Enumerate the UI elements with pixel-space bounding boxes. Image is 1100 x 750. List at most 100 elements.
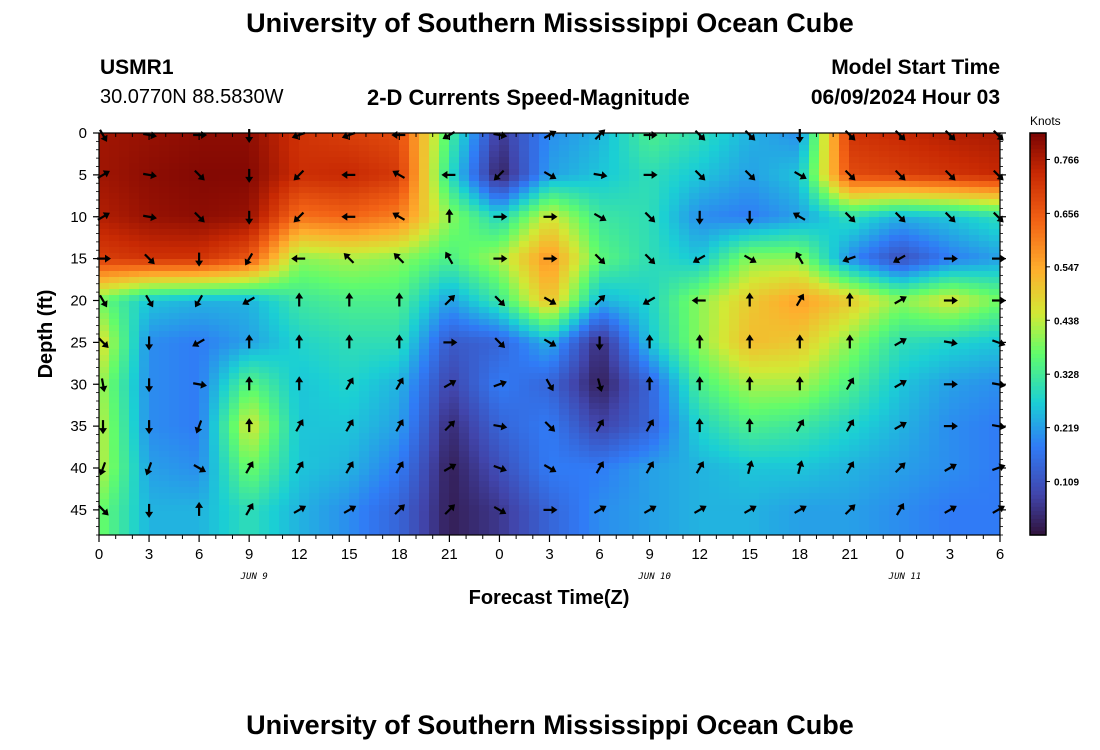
heatmap-cell (339, 229, 350, 236)
heatmap-cell (329, 151, 340, 158)
heatmap-cell (549, 289, 560, 296)
heatmap-cell (679, 433, 690, 440)
heatmap-cell (869, 145, 880, 152)
heatmap-cell (489, 139, 500, 146)
heatmap-cell (819, 445, 830, 452)
heatmap-cell (179, 325, 190, 332)
heatmap-cell (619, 283, 630, 290)
heatmap-cell (599, 277, 610, 284)
heatmap-cell (349, 355, 360, 362)
heatmap-cell (379, 355, 390, 362)
heatmap-cell (979, 409, 990, 416)
heatmap-cell (489, 289, 500, 296)
heatmap-cell (719, 271, 730, 278)
heatmap-cell (559, 415, 570, 422)
heatmap-cell (209, 343, 220, 350)
heatmap-cell (709, 361, 720, 368)
heatmap-cell (879, 415, 890, 422)
heatmap-cell (979, 349, 990, 356)
heatmap-cell (389, 385, 400, 392)
heatmap-cell (619, 445, 630, 452)
heatmap-cell (399, 343, 410, 350)
heatmap-cell (479, 283, 490, 290)
heatmap-cell (439, 139, 450, 146)
heatmap-cell (789, 205, 800, 212)
heatmap-cell (439, 295, 450, 302)
heatmap-cell (249, 169, 260, 176)
heatmap-cell (189, 277, 200, 284)
heatmap-cell (859, 259, 870, 266)
heatmap-cell (329, 457, 340, 464)
heatmap-cell (809, 385, 820, 392)
heatmap-cell (789, 133, 800, 140)
heatmap-cell (669, 343, 680, 350)
heatmap-cell (359, 139, 370, 146)
heatmap-cell (489, 355, 500, 362)
heatmap-cell (419, 217, 430, 224)
heatmap-cell (429, 367, 440, 374)
heatmap-cell (439, 307, 450, 314)
heatmap-cell (439, 283, 450, 290)
heatmap-cell (419, 139, 430, 146)
heatmap-cell (529, 373, 540, 380)
heatmap-cell (769, 175, 780, 182)
heatmap-cell (349, 211, 360, 218)
heatmap-cell (589, 187, 600, 194)
heatmap-cell (249, 301, 260, 308)
heatmap-cell (769, 259, 780, 266)
heatmap-cell (509, 133, 520, 140)
heatmap-cell (539, 319, 550, 326)
heatmap-cell (149, 145, 160, 152)
heatmap-cell (199, 313, 210, 320)
heatmap-cell (279, 367, 290, 374)
heatmap-cell (549, 211, 560, 218)
heatmap-cell (579, 259, 590, 266)
heatmap-cell (599, 313, 610, 320)
heatmap-cell (709, 175, 720, 182)
heatmap-cell (669, 397, 680, 404)
heatmap-cell (779, 211, 790, 218)
heatmap-cell (619, 391, 630, 398)
heatmap-cell (589, 433, 600, 440)
heatmap-cell (559, 403, 570, 410)
heatmap-cell (339, 319, 350, 326)
heatmap-cell (489, 205, 500, 212)
heatmap-cell (799, 421, 810, 428)
heatmap-cell (699, 313, 710, 320)
heatmap-cell (839, 313, 850, 320)
heatmap-cell (939, 151, 950, 158)
heatmap-cell (259, 289, 270, 296)
heatmap-cell (419, 277, 430, 284)
heatmap-cell (959, 349, 970, 356)
heatmap-cell (99, 283, 110, 290)
heatmap-cell (819, 337, 830, 344)
heatmap-cell (929, 349, 940, 356)
heatmap-cell (469, 283, 480, 290)
heatmap-cell (559, 325, 570, 332)
heatmap-cell (669, 277, 680, 284)
heatmap-cell (909, 307, 920, 314)
heatmap-cell (119, 421, 130, 428)
heatmap-cell (989, 373, 1000, 380)
heatmap-cell (729, 163, 740, 170)
heatmap-cell (579, 205, 590, 212)
heatmap-cell (289, 199, 300, 206)
heatmap-cell (679, 217, 690, 224)
heatmap-cell (439, 445, 450, 452)
heatmap-cell (639, 337, 650, 344)
heatmap-cell (139, 151, 150, 158)
heatmap-cell (879, 343, 890, 350)
heatmap-cell (149, 337, 160, 344)
heatmap-cell (379, 433, 390, 440)
heatmap-cell (919, 241, 930, 248)
heatmap-cell (289, 343, 300, 350)
heatmap-cell (359, 415, 370, 422)
heatmap-cell (149, 295, 160, 302)
heatmap-cell (629, 259, 640, 266)
heatmap-cell (629, 277, 640, 284)
heatmap-cell (949, 349, 960, 356)
heatmap-cell (289, 169, 300, 176)
heatmap-cell (179, 397, 190, 404)
heatmap-cell (369, 355, 380, 362)
heatmap-cell (269, 355, 280, 362)
